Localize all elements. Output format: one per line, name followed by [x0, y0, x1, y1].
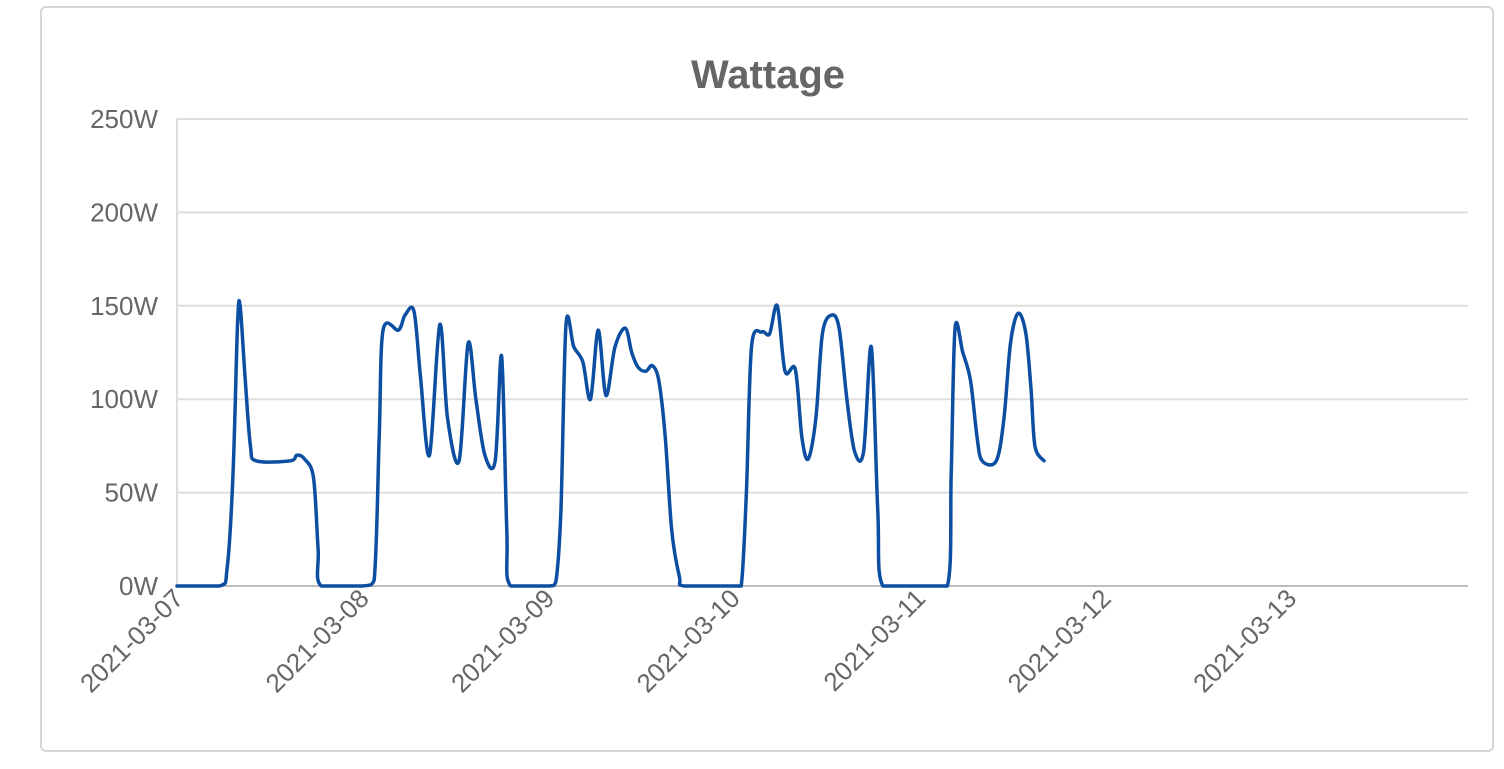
chart-card — [40, 6, 1494, 752]
x-tick-label: 2021-03-08 — [259, 583, 374, 698]
chart-title: Wattage — [691, 53, 845, 97]
x-tick-label: 2021-03-09 — [445, 583, 560, 698]
x-tick-label: 2021-03-11 — [817, 583, 931, 697]
y-tick-label: 100W — [90, 384, 158, 414]
x-tick-label: 2021-03-12 — [1001, 583, 1116, 698]
y-tick-label: 250W — [90, 104, 158, 134]
y-tick-label: 200W — [90, 197, 158, 227]
y-tick-label: 0W — [119, 571, 158, 601]
y-tick-label: 50W — [105, 478, 159, 508]
series-layer — [175, 298, 1046, 588]
y-tick-label: 150W — [90, 291, 158, 321]
series-line — [175, 298, 1046, 588]
gridlines — [176, 118, 1468, 587]
y-axis-ticks: 0W 50W 100W 150W 200W 250W — [90, 104, 158, 601]
x-axis-ticks: 2021-03-07 2021-03-08 2021-03-09 2021-03-10… — [74, 583, 1302, 698]
x-tick-label: 2021-03-10 — [630, 583, 745, 698]
x-tick-label: 2021-03-13 — [1187, 583, 1302, 698]
